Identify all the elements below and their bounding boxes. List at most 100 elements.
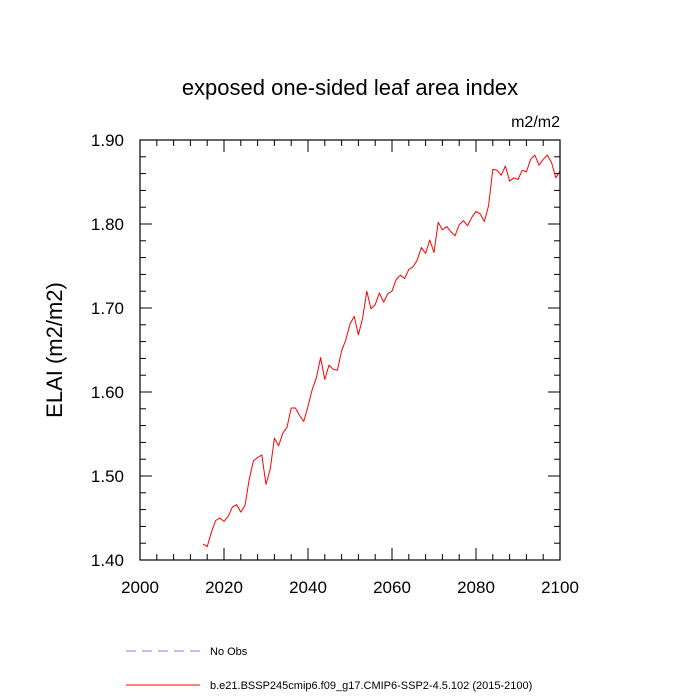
data-point (378, 292, 380, 294)
x-tick-label: 2040 (289, 578, 327, 597)
data-point (282, 432, 284, 434)
data-point (277, 445, 279, 447)
data-point (219, 517, 221, 519)
data-point (227, 515, 229, 517)
data-point (517, 178, 519, 180)
data-point (391, 290, 393, 292)
series-line (202, 154, 561, 548)
data-point (525, 171, 527, 173)
data-point (412, 266, 414, 268)
data-point (366, 290, 368, 292)
data-point (340, 350, 342, 352)
data-point (475, 210, 477, 212)
data-point (202, 543, 204, 545)
data-point (374, 303, 376, 305)
plot-frame (139, 139, 561, 561)
legend-label: No Obs (210, 646, 248, 658)
plot-area: 2000 2020 2040 2060 2080 2100 1.40 1.50 1.60 1.70… (91, 131, 579, 597)
data-point (408, 268, 410, 270)
x-tick-label: 2060 (373, 578, 411, 597)
data-point (210, 531, 212, 533)
data-point (387, 293, 389, 295)
data-point (223, 520, 225, 522)
data-point (319, 356, 321, 358)
data-point (240, 511, 242, 513)
data-point (256, 456, 258, 458)
x-tick-label: 2020 (205, 578, 243, 597)
legend: No Obs b.e21.BSSP245cmip6.f09_g17.CMIP6-S… (126, 646, 532, 692)
data-point (538, 164, 540, 166)
data-point (424, 252, 426, 254)
data-point (500, 174, 502, 176)
data-point (399, 274, 401, 276)
data-point (450, 230, 452, 232)
data-point (214, 519, 216, 521)
data-point (336, 369, 338, 371)
data-point (487, 204, 489, 206)
y-tick-label: 1.90 (91, 131, 124, 150)
data-point (479, 213, 481, 215)
data-point (555, 177, 557, 179)
data-point (508, 180, 510, 182)
data-point (273, 437, 275, 439)
data-point (382, 301, 384, 303)
data-point (235, 503, 237, 505)
data-point (471, 216, 473, 218)
data-point (298, 414, 300, 416)
data-point (370, 308, 372, 310)
data-point (324, 378, 326, 380)
data-point (466, 225, 468, 227)
data-point (231, 506, 233, 508)
data-point (534, 154, 536, 156)
data-point (445, 225, 447, 227)
data-point (206, 545, 208, 547)
y-tick-label: 1.40 (91, 551, 124, 570)
data-point (265, 483, 267, 485)
data-point (252, 460, 254, 462)
data-point (328, 364, 330, 366)
data-point (550, 162, 552, 164)
y-axis-label: ELAI (m2/m2) (42, 282, 67, 418)
x-tick-label: 2080 (457, 578, 495, 597)
y-tick-label: 1.70 (91, 299, 124, 318)
data-point (248, 478, 250, 480)
data-point (420, 246, 422, 248)
data-point (307, 405, 309, 407)
y-tick-label: 1.50 (91, 467, 124, 486)
data-point (513, 177, 515, 179)
data-point (315, 377, 317, 379)
y-tick-label: 1.60 (91, 383, 124, 402)
data-point (416, 259, 418, 261)
y-tick-label: 1.80 (91, 215, 124, 234)
data-point (458, 224, 460, 226)
legend-label: b.e21.BSSP245cmip6.f09_g17.CMIP6-SSP2-4.… (210, 680, 532, 692)
data-point (496, 169, 498, 171)
data-point (542, 158, 544, 160)
data-point (403, 277, 405, 279)
data-point (433, 251, 435, 253)
data-point (353, 315, 355, 317)
data-point (261, 454, 263, 456)
chart-title: exposed one-sided leaf area index (182, 75, 518, 100)
data-point (462, 219, 464, 221)
data-point (345, 339, 347, 341)
data-point (429, 239, 431, 241)
data-point (483, 220, 485, 222)
units-label: m2/m2 (511, 114, 560, 131)
data-point (546, 154, 548, 156)
data-point (332, 368, 334, 370)
data-point (286, 426, 288, 428)
data-point (269, 468, 271, 470)
data-point (521, 169, 523, 171)
data-point (303, 420, 305, 422)
data-point (437, 221, 439, 223)
data-point (529, 158, 531, 160)
data-point (311, 388, 313, 390)
x-tick-label: 2000 (121, 578, 159, 597)
data-point (361, 317, 363, 319)
data-point (492, 168, 494, 170)
data-point (441, 229, 443, 231)
data-point (395, 278, 397, 280)
x-tick-label: 2100 (541, 578, 579, 597)
